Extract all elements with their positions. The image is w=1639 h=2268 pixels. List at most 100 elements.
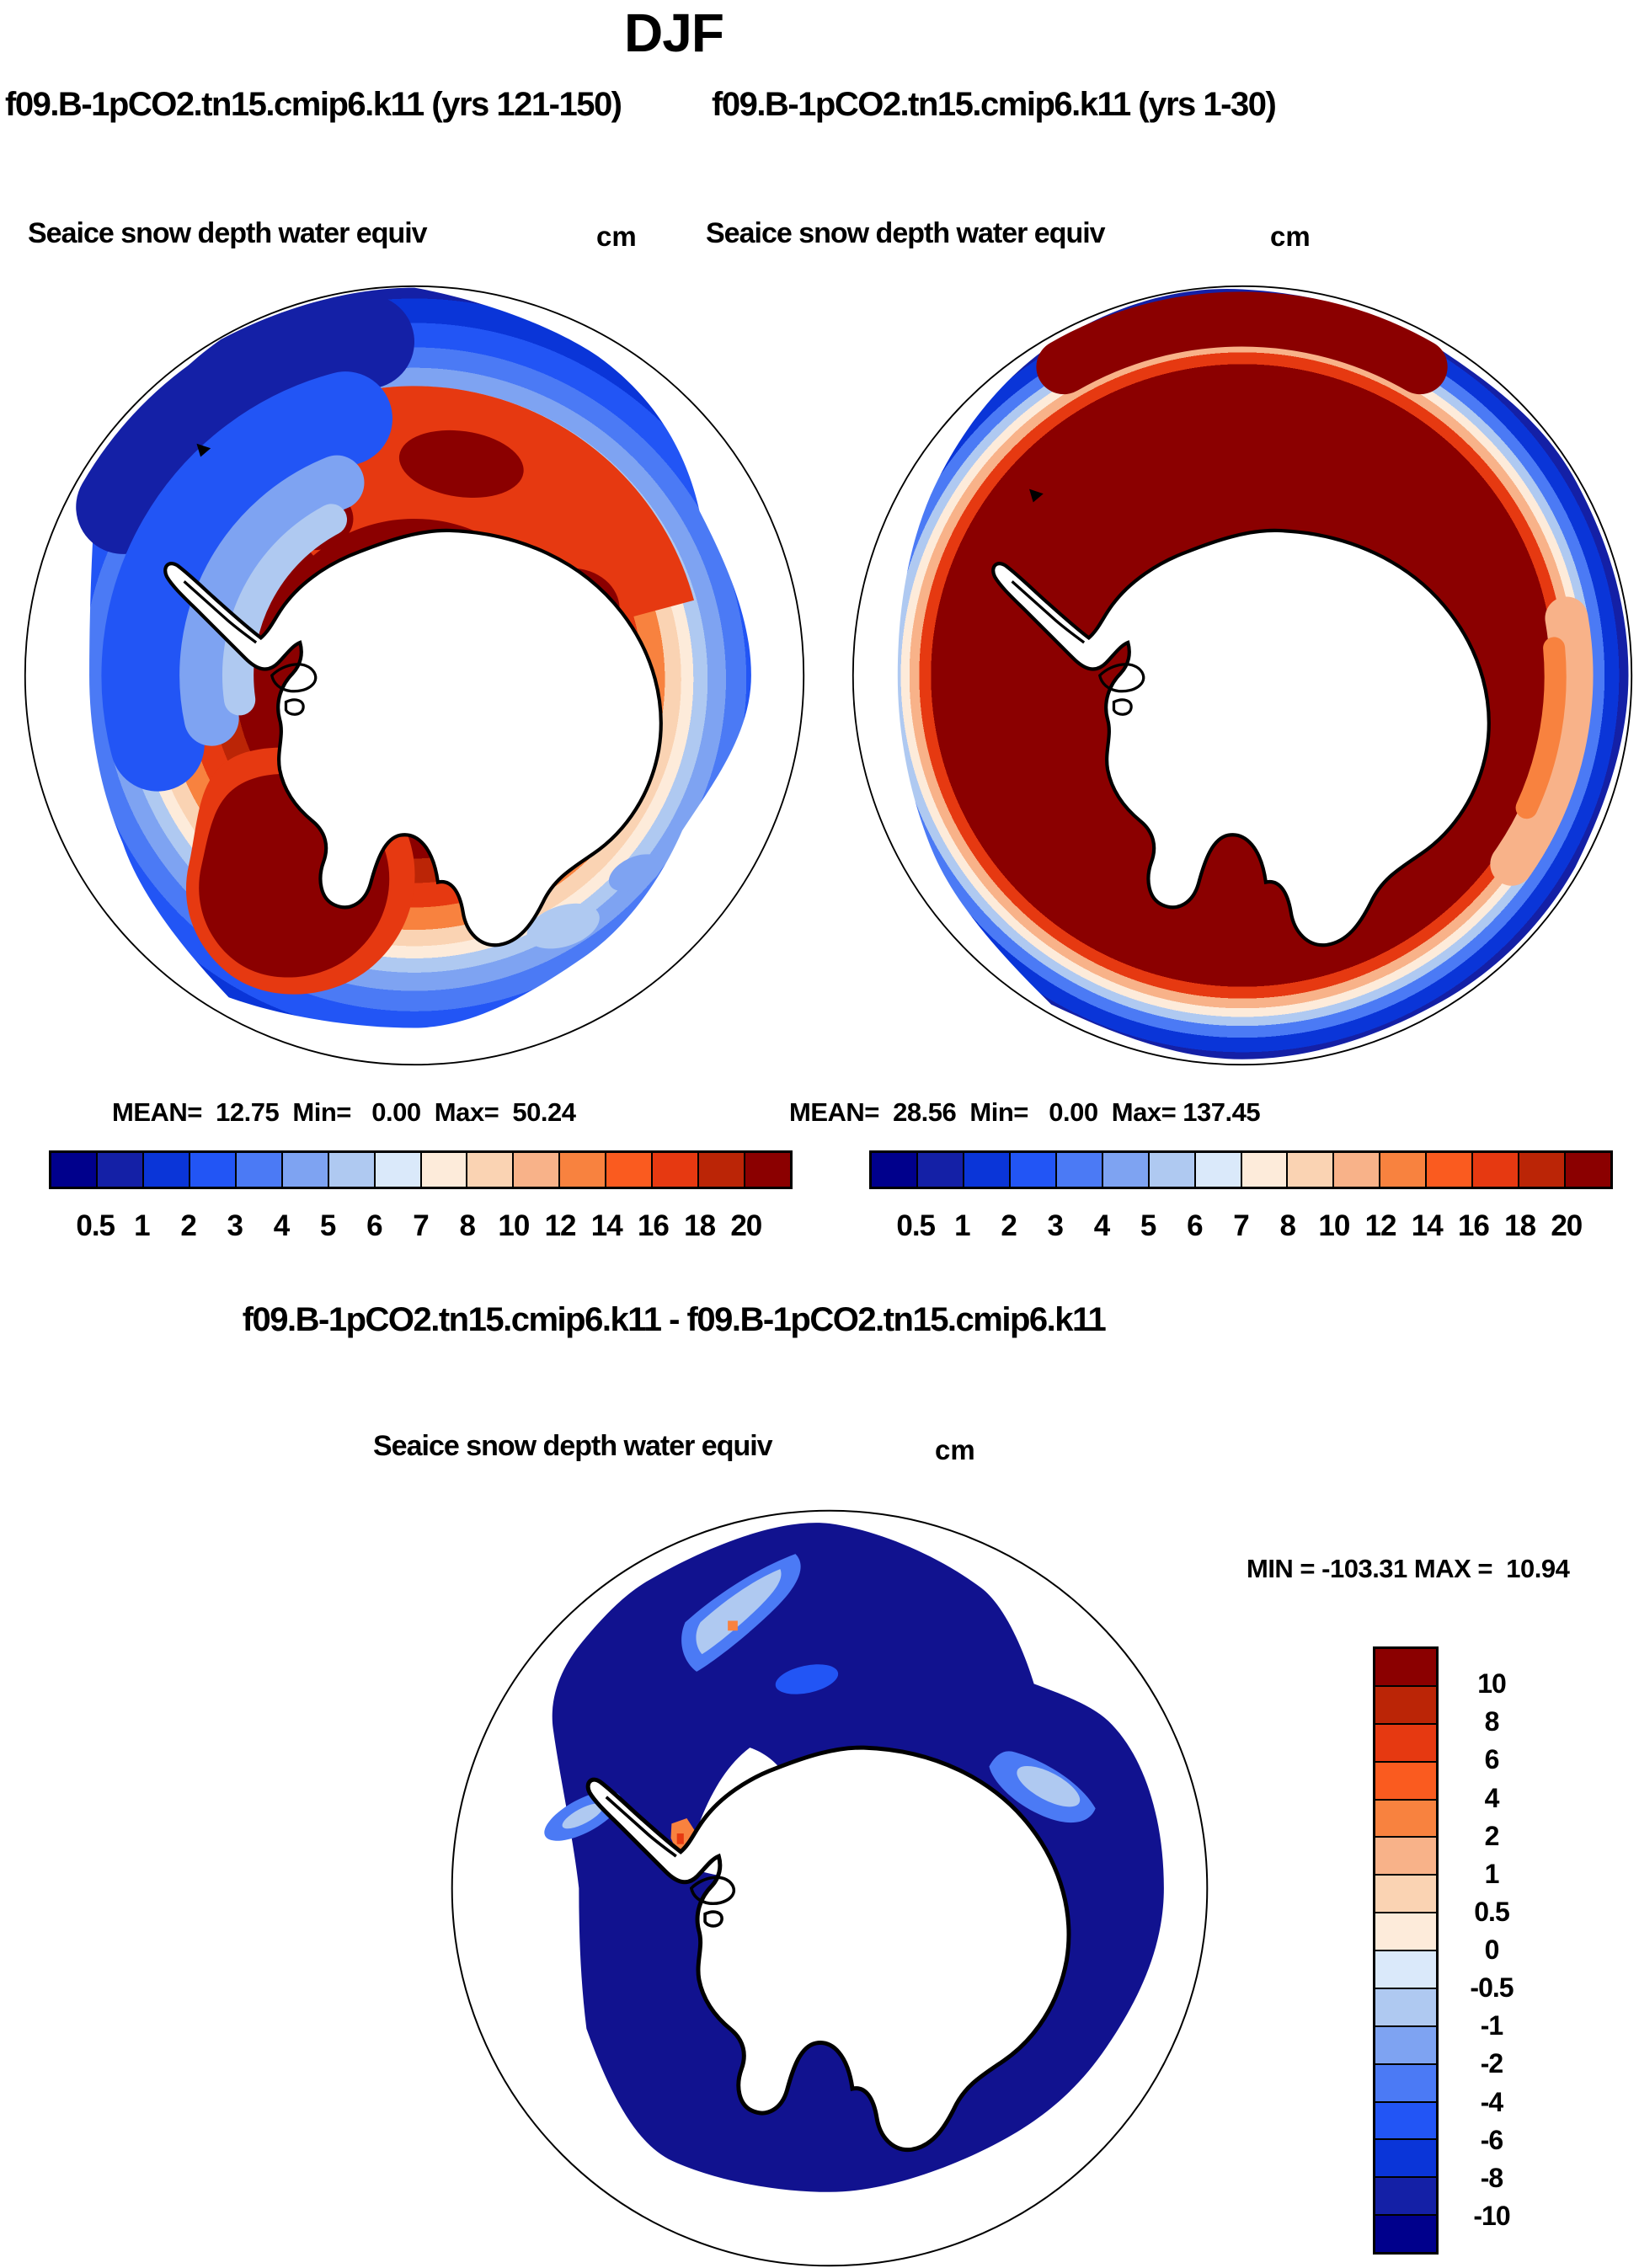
colorbar-cell [699,1153,746,1187]
colorbar-tick-label: 2 [1001,1209,1017,1242]
colorbar-cell [97,1153,144,1187]
colorbar-tick-label: 3 [227,1209,243,1242]
colorbar-tick-label: 0.5 [76,1209,115,1242]
colorbar-tick-label: 10 [498,1209,530,1242]
colorbar-cell [1056,1153,1103,1187]
colorbar-cell [1566,1153,1610,1187]
colorbar-tick-label: 3 [1047,1209,1064,1242]
map-years-121-150 [24,285,805,1066]
colorbar-cell [1427,1153,1474,1187]
colorbar-cell [1375,1762,1436,1801]
colorbar-tick-label: 4 [273,1209,290,1242]
colorbar-cell [1375,2064,1436,2103]
colorbar-cell [1375,1686,1436,1725]
colorbar-tick-label: 12 [544,1209,577,1242]
colorbar-tick-label: 0.5 [896,1209,936,1242]
colorbar-cell [917,1153,964,1187]
colorbar-cell [1375,1838,1436,1876]
colorbar-cell [1375,1913,1436,1951]
colorbar-tick-label: 4 [1484,1782,1500,1813]
colorbar-tick-label: 5 [1140,1209,1156,1242]
colorbar-tick-label: 10 [1318,1209,1350,1242]
colorbar-tick-label: 16 [1457,1209,1490,1242]
coastal-contour-details [605,1796,735,1928]
coastal-contour-details [1011,580,1145,716]
colorbar-right-labels: 0.5 1 2 3 4 5 6 7 8 10 12 14 16 18 20 [869,1209,1613,1243]
colorbar-cell [1288,1153,1335,1187]
colorbar-cell [653,1153,700,1187]
colorbar-tick-label: 7 [413,1209,429,1242]
colorbar-left-labels: 0.5 1 2 3 4 5 6 7 8 10 12 14 16 18 20 [49,1209,793,1243]
colorbar-tick-label: 12 [1364,1209,1397,1242]
panel-left-subtitle: f09.B-1pCO2.tn15.cmip6.k11 (yrs 121-150) [5,86,622,123]
colorbar-tick-label: 1 [134,1209,150,1242]
colorbar-cell [745,1153,790,1187]
colorbar-tick-label: 8 [1484,1706,1500,1737]
colorbar-tick-label: 6 [366,1209,382,1242]
colorbar-cell [1241,1153,1289,1187]
colorbar-tick-label: 18 [684,1209,716,1242]
colorbar-tick-label: 6 [1484,1744,1500,1775]
colorbar-tick-label: 18 [1504,1209,1536,1242]
colorbar-cell [1375,2102,1436,2141]
field-label-right: Seaice snow depth water equiv [706,217,1106,249]
colorbar-tick-label: 7 [1233,1209,1249,1242]
difference-title: f09.B-1pCO2.tn15.cmip6.k11 - f09.B-1pCO2… [242,1301,1107,1338]
colorbar-difference-labels: 10 8 6 4 2 1 0.5 0 -0.5 -1 -2 -4 -6 -8 -10 [1445,1646,1538,2255]
colorbar-tick-label: 0.5 [1474,1896,1509,1927]
colorbar-tick-label: 2 [1484,1820,1500,1851]
colorbar-cell [236,1153,283,1187]
units-label-right: cm [1270,221,1311,252]
colorbar-cell [375,1153,422,1187]
colorbar-cell [282,1153,329,1187]
colorbar-cell [872,1153,918,1187]
colorbar-cell [1519,1153,1567,1187]
colorbar-tick-label: 20 [1551,1209,1583,1242]
colorbar-cell [1375,2026,1436,2065]
colorbar-difference [1373,1646,1439,2255]
colorbar-tick-label: 0 [1484,1934,1500,1965]
colorbar-cell [1102,1153,1150,1187]
colorbar-cell [421,1153,468,1187]
colorbar-cell [1375,2140,1436,2179]
island-mark [1029,488,1044,503]
island-mark [196,443,211,457]
colorbar-cell [467,1153,515,1187]
colorbar-tick-label: -4 [1480,2086,1503,2117]
colorbar-tick-label: 1 [1484,1858,1500,1889]
colorbar-cell [1473,1153,1520,1187]
colorbar-tick-label: -8 [1480,2162,1503,2193]
colorbar-tick-label: 16 [637,1209,670,1242]
colorbar-tick-label: 10 [1477,1668,1507,1699]
colorbar-cell [1380,1153,1428,1187]
colorbar-cell [1375,1951,1436,1989]
colorbar-cell [964,1153,1011,1187]
colorbar-tick-label: 1 [954,1209,970,1242]
colorbar-tick-label: -2 [1480,2048,1503,2079]
colorbar-cell [560,1153,607,1187]
map-years-1-30 [852,285,1633,1066]
colorbar-cell [1334,1153,1381,1187]
stats-left: MEAN= 12.75 Min= 0.00 Max= 50.24 [112,1097,576,1127]
page-title: DJF [624,3,724,63]
units-label-difference: cm [935,1434,975,1465]
colorbar-tick-label: 2 [180,1209,196,1242]
colorbar-tick-label: -1 [1480,2010,1503,2041]
map-difference [451,1509,1209,2267]
panel-right-subtitle: f09.B-1pCO2.tn15.cmip6.k11 (yrs 1-30) [712,86,1277,123]
colorbar-cell [1375,1724,1436,1763]
colorbar-cell [51,1153,98,1187]
colorbar-tick-label: 6 [1187,1209,1203,1242]
colorbar-tick-label: -0.5 [1470,1972,1514,2003]
stats-right: MEAN= 28.56 Min= 0.00 Max= 137.45 [789,1097,1261,1127]
colorbar-cell [1375,2216,1436,2252]
colorbar-cell [1195,1153,1242,1187]
colorbar-tick-label: 14 [1411,1209,1444,1242]
antarctica-coastline [585,1745,1071,2152]
colorbar-cell [1375,2178,1436,2217]
antarctica-coastline [163,528,663,947]
colorbar-tick-label: -6 [1480,2124,1503,2155]
colorbar-cell [1010,1153,1057,1187]
colorbar-cell [328,1153,376,1187]
